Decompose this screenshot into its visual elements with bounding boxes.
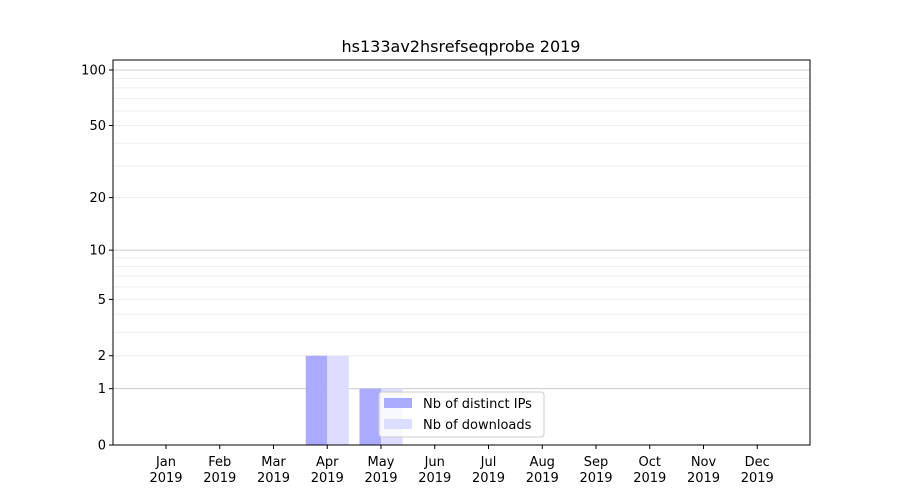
x-tick-label: Jul bbox=[480, 455, 497, 470]
x-tick-label: Sep bbox=[584, 455, 609, 470]
x-tick-label: Aug bbox=[530, 455, 555, 470]
legend-swatch bbox=[384, 419, 412, 429]
y-tick-label: 1 bbox=[98, 382, 106, 397]
legend-box bbox=[378, 391, 545, 438]
x-tick-label: Jan bbox=[155, 455, 176, 470]
x-tick-label-year: 2019 bbox=[687, 471, 720, 486]
legend-label: Nb of downloads bbox=[423, 418, 532, 433]
x-tick-label: Dec bbox=[745, 455, 770, 470]
x-tick-label: Feb bbox=[208, 455, 231, 470]
legend: Nb of distinct IPs Nb of downloads bbox=[378, 391, 545, 438]
x-tick-label: Mar bbox=[261, 455, 286, 470]
x-tick-label-year: 2019 bbox=[364, 471, 397, 486]
x-tick-label-year: 2019 bbox=[418, 471, 451, 486]
x-tick-label-year: 2019 bbox=[579, 471, 612, 486]
x-tick-label-year: 2019 bbox=[149, 471, 182, 486]
y-tick-label: 2 bbox=[98, 349, 106, 364]
y-tick-label: 50 bbox=[89, 119, 106, 134]
x-tick-label-year: 2019 bbox=[472, 471, 505, 486]
y-tick-label: 5 bbox=[98, 293, 106, 308]
y-tick-label: 100 bbox=[81, 64, 106, 79]
x-tick-label-year: 2019 bbox=[311, 471, 344, 486]
x-tick-label: Apr bbox=[316, 455, 339, 470]
y-tick-label: 0 bbox=[98, 439, 106, 454]
x-tick-label-year: 2019 bbox=[203, 471, 236, 486]
x-tick-label-year: 2019 bbox=[257, 471, 290, 486]
y-tick-label: 20 bbox=[89, 191, 106, 206]
bar-nb-of-downloads bbox=[327, 355, 349, 445]
bar-nb-of-distinct-ips bbox=[305, 355, 328, 445]
bar-nb-of-distinct-ips bbox=[359, 388, 381, 445]
chart-title: hs133av2hsrefseqprobe 2019 bbox=[342, 37, 581, 56]
x-tick-label: Nov bbox=[691, 455, 717, 470]
x-tick-label: Jun bbox=[424, 455, 445, 470]
legend-label: Nb of distinct IPs bbox=[423, 397, 532, 412]
x-tick-label-year: 2019 bbox=[741, 471, 774, 486]
x-tick-label: May bbox=[368, 455, 395, 470]
plot-frame bbox=[112, 59, 811, 446]
x-tick-label: Oct bbox=[639, 455, 661, 470]
y-tick-label: 10 bbox=[89, 244, 106, 259]
x-tick-label-year: 2019 bbox=[526, 471, 559, 486]
legend-swatch bbox=[384, 398, 412, 408]
x-tick-label-year: 2019 bbox=[633, 471, 666, 486]
